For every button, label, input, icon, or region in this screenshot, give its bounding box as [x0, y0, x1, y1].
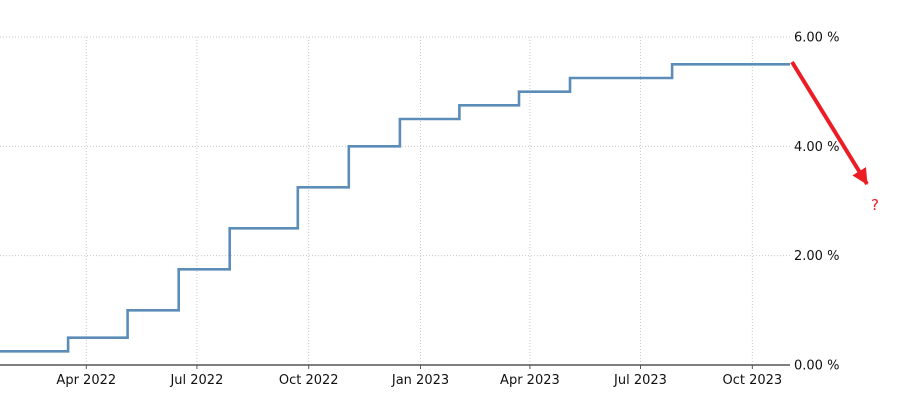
y-axis-tick-label: 0.00 % [794, 359, 839, 374]
y-axis-tick-label: 2.00 % [794, 249, 839, 264]
x-axis-tick-label: Jul 2023 [613, 373, 667, 388]
x-axis-tick-label: Oct 2022 [279, 373, 339, 388]
x-axis-tick-label: Jul 2022 [169, 373, 223, 388]
x-axis-tick-label: Oct 2023 [722, 373, 782, 388]
x-axis-tick-label: Jan 2023 [391, 373, 449, 388]
y-axis-tick-label: 4.00 % [794, 140, 839, 155]
rate-step-line [0, 63, 790, 353]
y-axis-tick-label: 6.00 % [794, 31, 839, 46]
x-axis-tick-label: Apr 2022 [56, 373, 116, 388]
question-mark-annotation: ? [871, 196, 879, 214]
x-axis-tick-label: Apr 2023 [500, 373, 560, 388]
forecast-arrow-icon [790, 60, 869, 186]
